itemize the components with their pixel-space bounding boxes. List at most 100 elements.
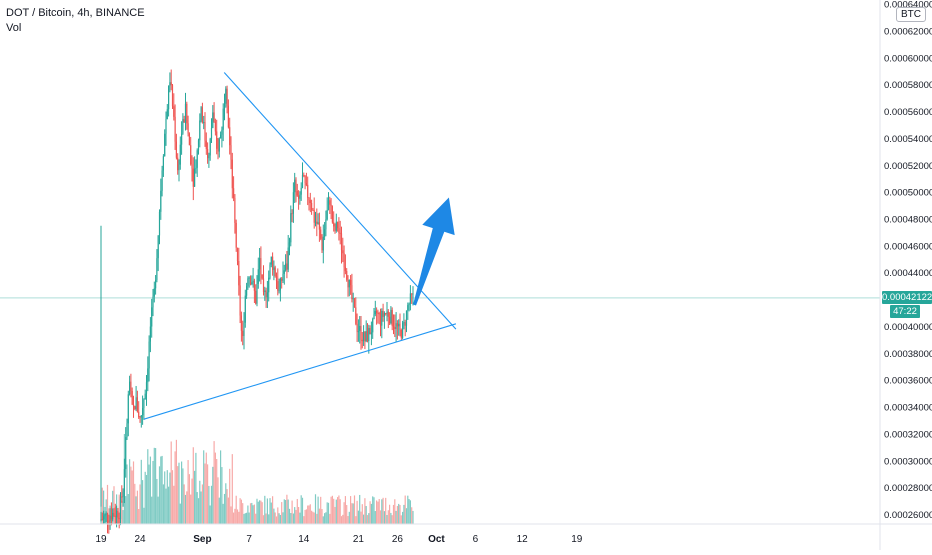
volume-bar bbox=[187, 460, 189, 524]
volume-bar bbox=[112, 490, 114, 524]
candle-body bbox=[373, 314, 375, 320]
trendlines bbox=[143, 72, 457, 420]
candle-body bbox=[279, 278, 281, 291]
volume-bar bbox=[223, 493, 226, 524]
volume-bar bbox=[307, 505, 309, 524]
candle-body bbox=[104, 514, 106, 517]
candle-body bbox=[325, 219, 327, 230]
volume-bar bbox=[155, 448, 157, 524]
price-tick-label: 0.00048000 bbox=[884, 215, 932, 226]
candle-body bbox=[256, 283, 258, 304]
candle-body bbox=[307, 184, 309, 198]
candle-body bbox=[238, 261, 240, 286]
candle-body bbox=[173, 106, 175, 117]
candle-body bbox=[129, 381, 131, 395]
volume-bar bbox=[409, 500, 411, 524]
volume-bar bbox=[243, 513, 245, 524]
volume-bar bbox=[130, 466, 132, 524]
volume-bar bbox=[408, 499, 410, 524]
candle-body bbox=[382, 310, 384, 317]
candle-body bbox=[101, 519, 103, 521]
candle-body bbox=[324, 229, 326, 237]
candle-body bbox=[243, 322, 245, 337]
volume-bar bbox=[269, 498, 271, 524]
candle-body bbox=[340, 233, 343, 251]
candle-body bbox=[109, 515, 111, 521]
time-tick-label: 21 bbox=[353, 534, 365, 545]
candle-body bbox=[374, 310, 376, 315]
candle-body bbox=[204, 122, 206, 141]
volume-bar bbox=[178, 462, 180, 524]
volume-bar bbox=[179, 503, 181, 524]
candle-body bbox=[160, 190, 162, 212]
candle-body bbox=[161, 170, 163, 191]
candle-body bbox=[364, 331, 366, 342]
volume-bar bbox=[113, 486, 115, 524]
candle-body bbox=[205, 140, 207, 150]
volume-bar bbox=[134, 483, 136, 524]
candle-body bbox=[197, 140, 200, 151]
candle-body bbox=[194, 168, 196, 187]
volume-bar bbox=[173, 485, 175, 524]
volume-bar bbox=[175, 439, 177, 524]
candle-body bbox=[411, 293, 413, 295]
volume-bar bbox=[251, 502, 253, 524]
price-tick-label: 0.00028000 bbox=[884, 483, 932, 494]
projection-arrow bbox=[413, 197, 455, 306]
volume-bar bbox=[183, 484, 185, 524]
candle-body bbox=[383, 313, 385, 317]
volume-indicator-label[interactable]: Vol bbox=[6, 22, 22, 34]
volume-bar bbox=[278, 513, 280, 524]
volume-bar bbox=[218, 497, 220, 524]
volume-bar bbox=[316, 513, 318, 524]
volume-bar bbox=[389, 504, 391, 524]
volume-bar bbox=[162, 484, 164, 524]
candle-body bbox=[191, 164, 193, 169]
symbol-title[interactable]: DOT / Bitcoin, 4h, BINANCE bbox=[6, 7, 145, 19]
volume-bar bbox=[337, 497, 339, 524]
volume-bar bbox=[238, 511, 240, 524]
candle-body bbox=[212, 112, 214, 128]
volume-bar bbox=[314, 494, 317, 524]
candle-body bbox=[337, 221, 339, 229]
volume-bar bbox=[299, 512, 301, 524]
candle-body bbox=[282, 273, 284, 281]
volume-bar bbox=[309, 504, 311, 524]
candle-body bbox=[122, 491, 124, 497]
candle-body bbox=[386, 311, 388, 314]
candle-body bbox=[196, 150, 198, 168]
volume-bar bbox=[331, 495, 333, 524]
candle-body bbox=[155, 279, 157, 289]
volume-bar bbox=[353, 495, 356, 524]
candle-body bbox=[188, 133, 190, 146]
volume-bar bbox=[346, 505, 348, 524]
candle-body bbox=[213, 112, 215, 122]
volume-bar bbox=[400, 515, 402, 524]
candle-body bbox=[390, 309, 392, 324]
candle-body bbox=[183, 119, 185, 123]
candle-body bbox=[127, 394, 129, 424]
volume-bar bbox=[379, 510, 382, 524]
volume-bar bbox=[214, 452, 216, 524]
volume-bar bbox=[359, 494, 361, 524]
candle-body bbox=[266, 292, 268, 298]
candle-body bbox=[389, 316, 391, 324]
time-tick-label: 19 bbox=[95, 534, 107, 545]
currency-badge[interactable]: BTC bbox=[896, 7, 926, 22]
volume-bar bbox=[390, 512, 392, 524]
candle-body bbox=[103, 516, 105, 520]
candle-body bbox=[398, 323, 400, 327]
volume-bar bbox=[242, 503, 244, 524]
candle-body bbox=[108, 520, 110, 522]
volume-bar bbox=[333, 498, 335, 524]
candle-body bbox=[409, 293, 411, 304]
volume-bar bbox=[197, 498, 200, 524]
candle-body bbox=[100, 519, 102, 521]
volume-bar bbox=[275, 516, 278, 524]
candle-body bbox=[139, 417, 141, 419]
volume-bar bbox=[338, 495, 340, 524]
volume-bar bbox=[298, 507, 300, 524]
volume-bar bbox=[404, 495, 406, 524]
